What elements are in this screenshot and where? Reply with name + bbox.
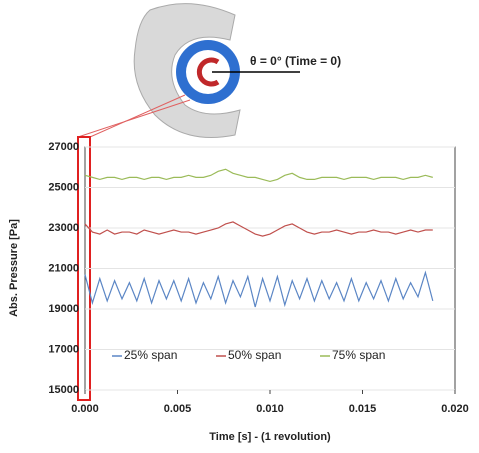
series-line xyxy=(85,169,433,181)
x-tick-label: 0.020 xyxy=(441,403,469,415)
annotation: θ = 0° (Time = 0) xyxy=(250,54,341,68)
y-tick-label: 17000 xyxy=(48,343,79,355)
y-tick-label: 27000 xyxy=(48,141,79,153)
x-tick-label: 0.010 xyxy=(256,403,284,415)
y-tick-label: 23000 xyxy=(48,222,79,234)
x-tick-label: 0.000 xyxy=(71,403,99,415)
legend-label: 75% span xyxy=(332,348,385,362)
series-line xyxy=(85,222,433,236)
y-tick-label: 25000 xyxy=(48,181,79,193)
x-tick-label: 0.005 xyxy=(164,403,192,415)
y-axis-title: Abs. Pressure [Pa] xyxy=(8,219,20,317)
legend-label: 25% span xyxy=(124,348,177,362)
y-tick-label: 21000 xyxy=(48,262,79,274)
chart: θ = 0° (Time = 0) Time [s] - (1 revoluti… xyxy=(0,0,479,448)
legend-label: 50% span xyxy=(228,348,281,362)
x-axis-title: Time [s] - (1 revolution) xyxy=(209,431,331,443)
series-line xyxy=(85,273,433,307)
y-tick-label: 15000 xyxy=(48,384,79,396)
x-tick-label: 0.015 xyxy=(349,403,377,415)
y-tick-label: 19000 xyxy=(48,303,79,315)
